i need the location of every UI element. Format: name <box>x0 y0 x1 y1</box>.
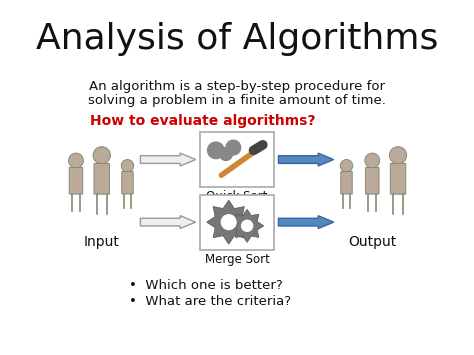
Text: An algorithm is a step-by-step procedure for: An algorithm is a step-by-step procedure… <box>89 81 385 93</box>
Circle shape <box>340 159 353 172</box>
Circle shape <box>69 153 83 168</box>
Circle shape <box>208 142 224 159</box>
Polygon shape <box>230 209 264 242</box>
Text: •  What are the criteria?: • What are the criteria? <box>129 295 292 308</box>
Circle shape <box>226 140 241 155</box>
Polygon shape <box>278 216 334 229</box>
FancyBboxPatch shape <box>200 195 274 250</box>
FancyBboxPatch shape <box>365 168 379 194</box>
FancyBboxPatch shape <box>122 171 133 194</box>
Circle shape <box>365 153 380 168</box>
FancyBboxPatch shape <box>390 163 406 194</box>
Polygon shape <box>140 216 196 229</box>
Circle shape <box>242 220 253 231</box>
Text: Analysis of Algorithms: Analysis of Algorithms <box>36 22 438 55</box>
Polygon shape <box>278 153 334 166</box>
Circle shape <box>93 147 110 164</box>
FancyBboxPatch shape <box>94 163 109 194</box>
FancyBboxPatch shape <box>200 132 274 187</box>
Text: Output: Output <box>348 235 396 249</box>
Text: Input: Input <box>84 235 119 249</box>
Circle shape <box>390 147 407 164</box>
FancyBboxPatch shape <box>341 171 352 194</box>
Polygon shape <box>207 200 251 244</box>
Text: Merge Sort: Merge Sort <box>205 252 269 266</box>
Polygon shape <box>140 153 196 166</box>
Text: Quick Sort: Quick Sort <box>206 190 268 203</box>
FancyBboxPatch shape <box>69 168 82 194</box>
Text: How to evaluate algorithms?: How to evaluate algorithms? <box>90 114 316 127</box>
Text: solving a problem in a finite amount of time.: solving a problem in a finite amount of … <box>88 94 386 107</box>
Circle shape <box>219 148 232 160</box>
Circle shape <box>221 215 236 229</box>
Text: •  Which one is better?: • Which one is better? <box>129 279 283 292</box>
Circle shape <box>121 159 134 172</box>
